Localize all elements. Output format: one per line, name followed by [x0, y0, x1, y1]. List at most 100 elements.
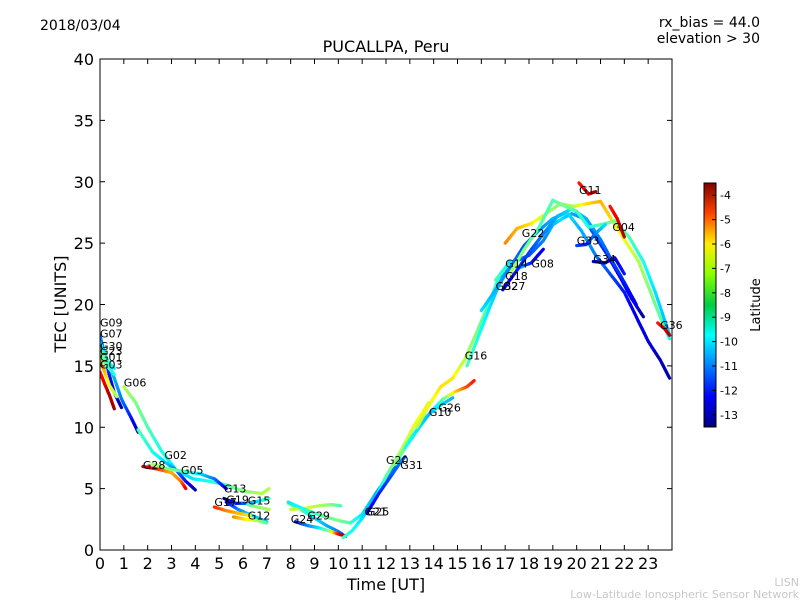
- series-G17: [212, 505, 252, 518]
- series-G02: [136, 428, 197, 492]
- series-G31: [365, 457, 405, 515]
- x-tick-label: 16: [471, 554, 491, 573]
- series-G30: [100, 349, 116, 370]
- track-segment: [113, 393, 119, 399]
- track-segment: [666, 334, 672, 341]
- footer-org-short: LISN: [774, 576, 799, 589]
- track-segment: [639, 312, 646, 319]
- track-segment: [111, 371, 116, 377]
- y-tick-label: 0: [84, 541, 94, 560]
- prn-label-G33: G33: [577, 234, 600, 247]
- prn-label-G28: G28: [143, 459, 166, 472]
- y-tick-label: 15: [74, 357, 94, 376]
- prn-label-G25: G25: [367, 506, 390, 519]
- track-segment: [621, 232, 626, 239]
- x-tick-label: 7: [262, 554, 272, 573]
- y-axis: 0 5 10 15 20 25 30 35 40: [74, 50, 672, 560]
- series-G05: [150, 462, 228, 491]
- colorbar-tick-label: -5: [720, 214, 731, 227]
- series-G29: [293, 520, 345, 537]
- prn-label-G06: G06: [124, 377, 147, 390]
- track-segment: [118, 403, 124, 410]
- x-tick-label: 0: [95, 554, 105, 573]
- y-axis-label: TEC [UNITS]: [51, 256, 70, 354]
- colorbar-tick-label: -10: [720, 336, 738, 349]
- colorbar-tick-label: -13: [720, 409, 738, 422]
- x-tick-label: 18: [519, 554, 539, 573]
- prn-label-G36: G36: [660, 319, 683, 332]
- prn-label-G24: G24: [291, 513, 314, 526]
- series-G15: [246, 503, 271, 512]
- series-G28: [141, 464, 188, 491]
- prn-label-G02: G02: [164, 449, 187, 462]
- colorbar-tick-label: -7: [720, 262, 731, 275]
- prn-label-G03: G03: [100, 358, 123, 371]
- prn-label-G26: G26: [438, 401, 461, 414]
- prn-label-G12: G12: [248, 509, 271, 522]
- prn-label-G27: G27: [503, 280, 526, 293]
- x-tick-label: 19: [543, 554, 563, 573]
- series-G11: [577, 181, 598, 196]
- x-tick-label: 12: [376, 554, 396, 573]
- colorbar-tick-label: -6: [720, 238, 731, 251]
- prn-label-G19: G19: [226, 493, 249, 506]
- series-G04: [608, 204, 626, 239]
- series-G23: [100, 354, 116, 377]
- x-tick-label: 5: [214, 554, 224, 573]
- series-G12: [231, 515, 269, 525]
- prn-label-G09: G09: [100, 317, 123, 330]
- series-G36: [656, 321, 672, 337]
- series-G33: [575, 223, 607, 248]
- track-segment: [621, 269, 626, 276]
- x-tick-label: 20: [566, 554, 586, 573]
- x-tick-label: 4: [190, 554, 200, 573]
- prn-label-G04: G04: [612, 221, 635, 234]
- prn-label-G05: G05: [181, 464, 204, 477]
- elevation-label: elevation > 30: [657, 31, 760, 47]
- prn-label-G22: G22: [522, 227, 545, 240]
- x-tick-label: 2: [143, 554, 153, 573]
- colorbar-tick-label: -11: [720, 360, 738, 373]
- y-tick-label: 40: [74, 50, 94, 69]
- prn-label-G14: G14: [505, 258, 528, 271]
- prn-label-G18: G18: [505, 270, 528, 283]
- track-segment: [448, 396, 455, 401]
- track-segment: [266, 496, 271, 501]
- track-segment: [667, 332, 672, 337]
- x-tick-label: 11: [352, 554, 372, 573]
- series-G01: [100, 359, 119, 399]
- colorbar-tick-label: -4: [720, 189, 731, 202]
- chart-title: PUCALLPA, Peru: [323, 37, 450, 56]
- track-segment: [111, 405, 116, 411]
- prn-label-G29: G29: [307, 509, 330, 522]
- prn-label-G07: G07: [100, 328, 123, 341]
- rx-bias-label: rx_bias = 44.0: [659, 15, 760, 31]
- y-tick-label: 10: [74, 418, 94, 437]
- y-tick-label: 5: [84, 480, 94, 499]
- track-segment: [632, 299, 638, 307]
- colorbar-label: Latitude: [749, 278, 764, 332]
- prn-label-G15: G15: [248, 495, 271, 508]
- track-segment: [666, 373, 672, 380]
- prn-label-G30: G30: [100, 340, 123, 353]
- prn-label-G21: G21: [365, 506, 388, 519]
- series-G03: [100, 370, 116, 411]
- prn-label-G23: G23: [100, 345, 123, 358]
- x-tick-label: 21: [590, 554, 610, 573]
- track-segment: [399, 457, 405, 464]
- x-axis: 0 1 2 3 4 5 6 7 8 9 10 11 12 13 14 15 16 17 18 19 20 21 22 23: [95, 59, 658, 573]
- track-segment: [602, 223, 607, 228]
- track-segment: [266, 487, 271, 491]
- prn-label-G20: G20: [386, 454, 409, 467]
- series-G18: [508, 198, 672, 337]
- series-layer: [100, 181, 672, 540]
- track-segment: [183, 485, 188, 491]
- y-tick-label: 30: [74, 173, 94, 192]
- prn-label-G17: G17: [214, 496, 237, 509]
- x-tick-label: 22: [614, 554, 634, 573]
- prn-label-G16: G16: [465, 350, 488, 363]
- prn-label-G31: G31: [400, 459, 423, 472]
- x-tick-label: 14: [423, 554, 443, 573]
- track-segment: [111, 365, 116, 370]
